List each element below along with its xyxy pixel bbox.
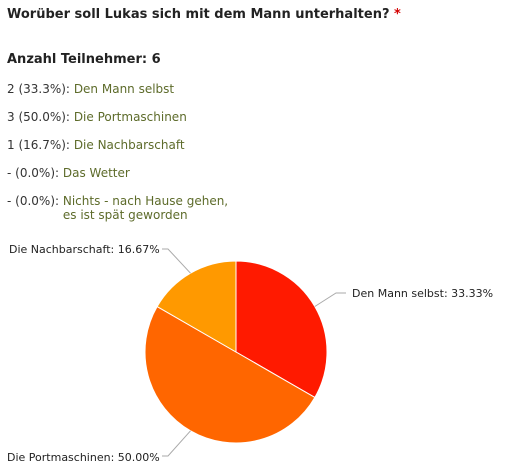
participant-count: Anzahl Teilnehmer: 6 (7, 52, 161, 67)
pie-slice (144, 305, 316, 444)
answer-count: - (0.0%): (7, 194, 60, 208)
answer-count: 1 (16.7%): (7, 138, 70, 152)
required-mark: * (394, 7, 401, 22)
answer-item: 2 (33.3%): Den Mann selbst (7, 82, 267, 110)
question-title: Worüber soll Lukas sich mit dem Mann unt… (7, 7, 401, 22)
answer-item: 1 (16.7%): Die Nachbarschaft (7, 138, 267, 166)
answer-label: Das Wetter (62, 166, 130, 180)
answer-count: 2 (33.3%): (7, 82, 70, 96)
answer-item: - (0.0%): Nichts - nach Hause gehen, es … (7, 194, 267, 222)
question-text: Worüber soll Lukas sich mit dem Mann unt… (7, 7, 390, 22)
answer-list: 2 (33.3%): Den Mann selbst 3 (50.0%): Di… (7, 82, 267, 222)
answer-label: Die Portmaschinen (73, 110, 187, 124)
answer-count: 3 (50.0%): (7, 110, 70, 124)
answer-item: 3 (50.0%): Die Portmaschinen (7, 110, 267, 138)
answer-label: Die Nachbarschaft (73, 138, 185, 152)
pie-label-connector (314, 292, 346, 307)
pie-slice-label: Die Portmaschinen: 50.00% (7, 451, 160, 464)
answer-label: Den Mann selbst (73, 82, 175, 96)
answer-item: - (0.0%): Das Wetter (7, 166, 267, 194)
pie-slice (156, 260, 237, 353)
pie-slice-label: Den Mann selbst: 33.33% (352, 287, 493, 300)
pie-slice (235, 260, 328, 399)
pie-slice-label: Die Nachbarschaft: 16.67% (9, 243, 160, 256)
answer-label: Nichts - nach Hause gehen, es ist spät g… (62, 194, 229, 222)
pie-label-connector (162, 248, 191, 274)
pie-label-connector (162, 430, 191, 457)
answer-count: - (0.0%): (7, 166, 60, 180)
